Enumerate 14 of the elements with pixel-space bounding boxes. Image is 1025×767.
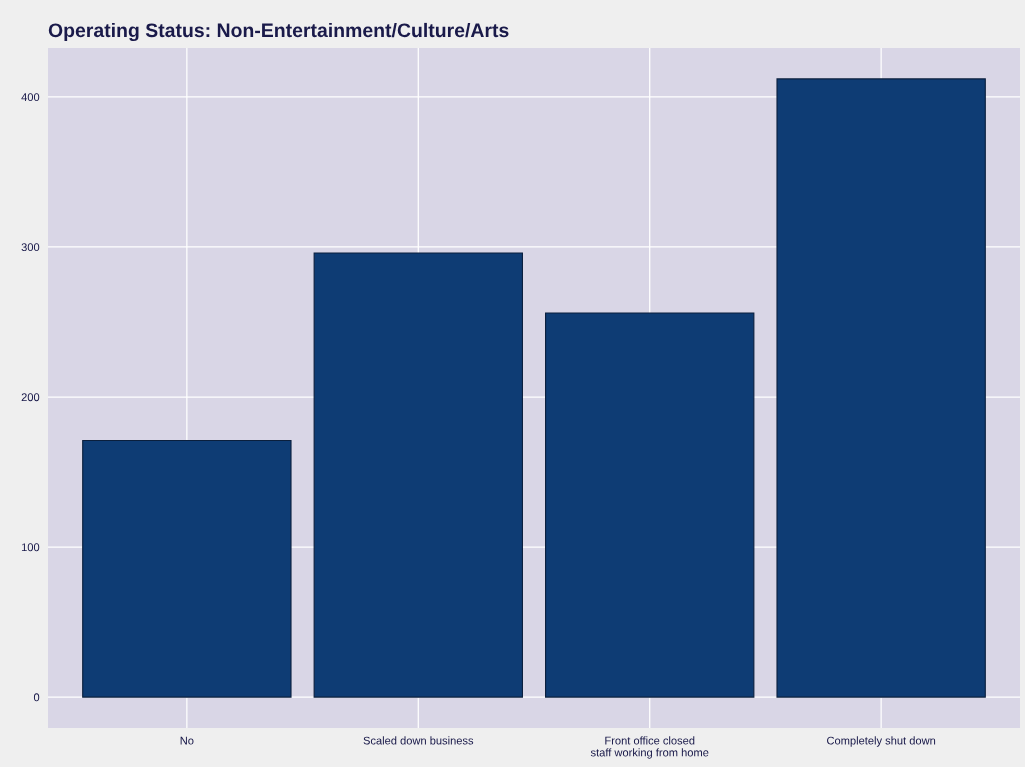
y-tick-label: 400 [21, 93, 40, 102]
y-tick-label: 200 [21, 393, 40, 402]
bar [545, 312, 755, 698]
chart-title: Operating Status: Non-Entertainment/Culture/Arts [48, 22, 509, 42]
x-tick-label: Completely shut down [827, 736, 936, 747]
y-tick-label: 300 [21, 243, 40, 252]
bar [82, 439, 292, 698]
y-tick-label: 0 [33, 693, 40, 702]
bar [776, 78, 986, 698]
y-tick-label: 100 [21, 543, 40, 552]
x-tick-label: Front office closed staff working from home [590, 736, 709, 759]
x-tick-label: Scaled down business [363, 736, 474, 745]
bar [313, 252, 523, 698]
x-tick-label: No [180, 736, 194, 745]
